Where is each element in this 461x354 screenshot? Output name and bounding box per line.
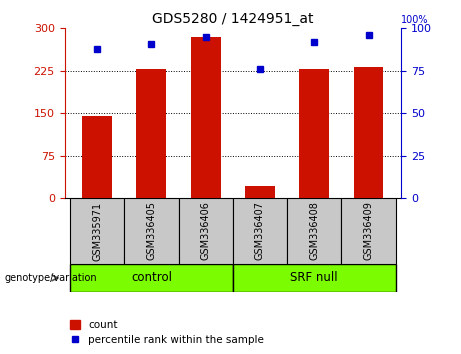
Bar — [124, 198, 178, 264]
Bar — [136, 69, 166, 198]
Text: SRF null: SRF null — [290, 272, 338, 284]
Bar — [178, 198, 233, 264]
Legend: count, percentile rank within the sample: count, percentile rank within the sample — [70, 320, 264, 345]
Text: GSM336407: GSM336407 — [255, 201, 265, 261]
Text: GSM336406: GSM336406 — [201, 201, 211, 261]
Text: 100%: 100% — [401, 15, 429, 25]
Bar — [70, 198, 124, 264]
Bar — [299, 69, 329, 198]
Bar — [354, 67, 384, 198]
Text: GSM335971: GSM335971 — [92, 201, 102, 261]
Title: GDS5280 / 1424951_at: GDS5280 / 1424951_at — [152, 12, 313, 26]
Text: GSM336408: GSM336408 — [309, 201, 319, 261]
Bar — [191, 37, 221, 198]
Bar — [82, 116, 112, 198]
Bar — [341, 198, 396, 264]
Text: control: control — [131, 272, 172, 284]
Bar — [233, 198, 287, 264]
Text: GSM336409: GSM336409 — [364, 201, 373, 261]
Bar — [70, 264, 233, 292]
Text: GSM336405: GSM336405 — [147, 201, 156, 261]
Text: genotype/variation: genotype/variation — [5, 273, 97, 283]
Bar — [287, 198, 341, 264]
Bar — [245, 186, 275, 198]
Bar — [233, 264, 396, 292]
